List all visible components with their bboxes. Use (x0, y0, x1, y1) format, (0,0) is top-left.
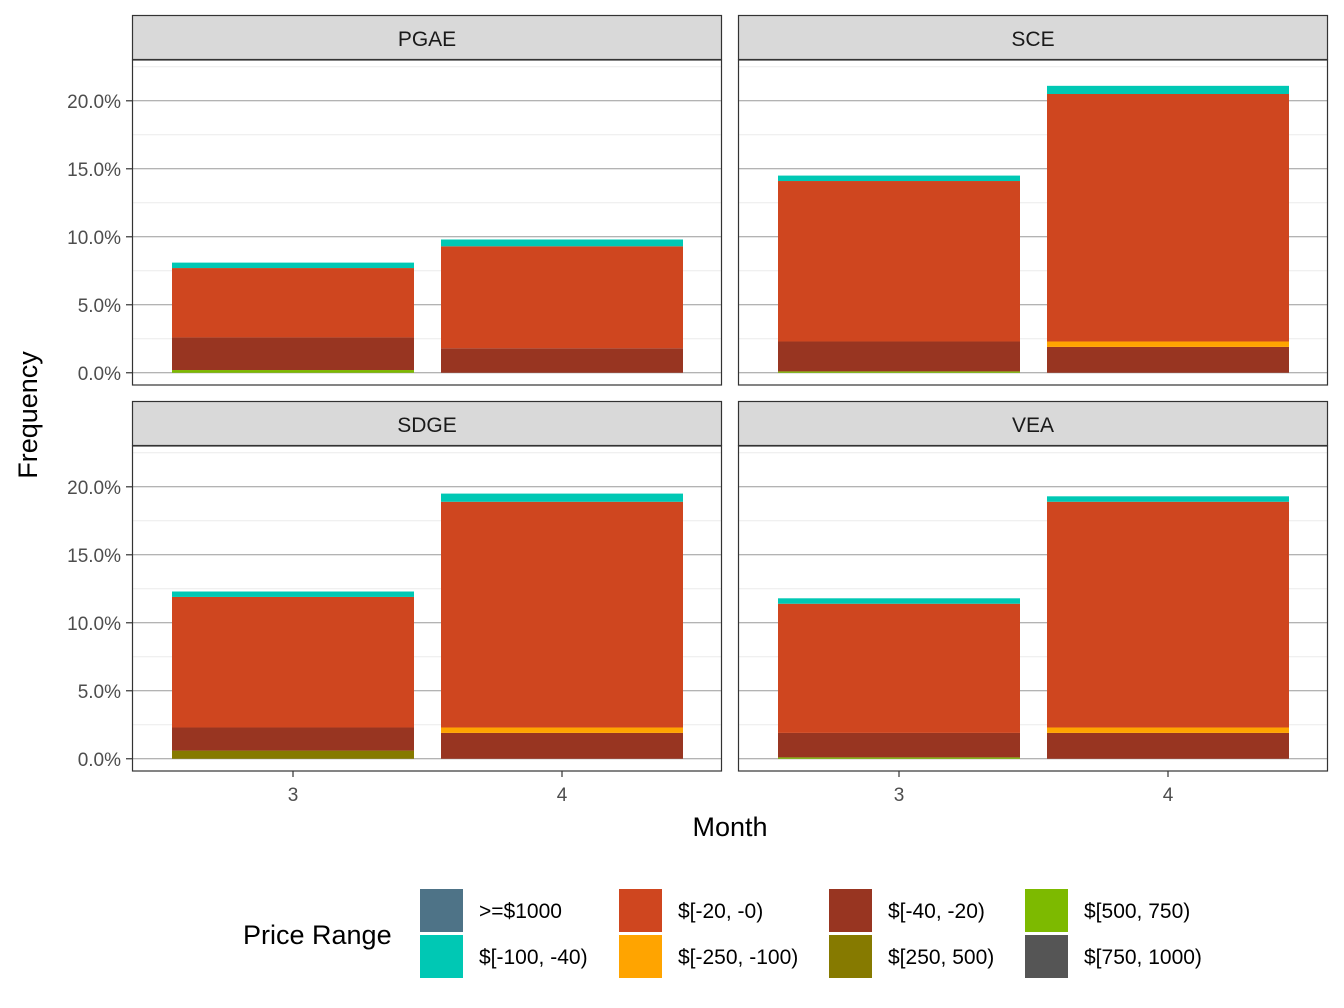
bar-segment-n40_20 (778, 732, 1020, 758)
y-tick-label: 0.0% (78, 364, 121, 385)
bar-segment-n20_0 (1047, 501, 1289, 728)
y-tick-label: 10.0% (67, 228, 121, 249)
legend-key-n20_0 (619, 889, 662, 932)
facet-vea: VEA 3 4 (737, 400, 1329, 806)
bar-segment-n100_40 (441, 239, 683, 247)
legend-label: $[-100, -40) (479, 946, 588, 969)
bar-segment-n20_0 (441, 246, 683, 349)
legend-key-ge1000 (420, 889, 463, 932)
bar-segment-n40_20 (778, 341, 1020, 372)
y-tick-label: 20.0% (67, 478, 121, 499)
facet-sce: SCE (737, 14, 1329, 386)
legend-title: Price Range (243, 920, 392, 950)
y-axis-title: Frequency (13, 351, 43, 479)
legend-label: $[500, 750) (1084, 900, 1190, 923)
x-axis-title: Month (692, 812, 767, 842)
bar-segment-p500_750 (778, 371, 1020, 373)
bar-segment-n20_0 (172, 596, 414, 728)
bar-segment-n20_0 (172, 268, 414, 338)
x-tick-label: 3 (894, 785, 905, 806)
legend-key-n40_20 (829, 889, 872, 932)
bar-segment-n250_100 (1047, 727, 1289, 733)
facet-strip (131, 400, 723, 447)
legend-key-p250_500 (829, 935, 872, 978)
bar-segment-n100_40 (778, 175, 1020, 182)
y-tick-label: 15.0% (67, 546, 121, 567)
legend-label: $[-40, -20) (888, 900, 985, 923)
legend-key-n100_40 (420, 935, 463, 978)
legend-label: $[750, 1000) (1084, 946, 1202, 969)
bar-segment-n100_40 (172, 262, 414, 269)
legend-label: >=$1000 (479, 900, 562, 923)
facet-strip-label: VEA (1012, 414, 1054, 437)
facet-panels: PGAE 0.0% 5.0% 10.0% 15.0% 20.0% SCE SDGE 0.0% 5.… (67, 14, 1329, 806)
legend-label: $[250, 500) (888, 946, 994, 969)
bar-segment-n100_40 (778, 598, 1020, 604)
bar-segment-n40_20 (441, 348, 683, 373)
facet-sdge: SDGE 0.0% 5.0% 10.0% 15.0% 20.0% 3 4 (67, 400, 723, 806)
bar-segment-n40_20 (172, 727, 414, 751)
legend-label: $[-20, -0) (678, 900, 763, 923)
bar-segment-p250_500 (172, 750, 414, 759)
facet-strip-label: SDGE (397, 414, 457, 437)
bar-segment-p500_750 (172, 370, 414, 373)
bar-segment-n100_40 (441, 493, 683, 502)
x-tick-label: 4 (557, 785, 568, 806)
facet-strip-label: PGAE (398, 28, 456, 51)
bar-segment-n20_0 (1047, 93, 1289, 342)
bar-segment-n20_0 (441, 501, 683, 728)
x-tick-label: 3 (288, 785, 299, 806)
facet-strip (737, 400, 1329, 447)
legend-label: $[-250, -100) (678, 946, 798, 969)
legend-key-n250_100 (619, 935, 662, 978)
bar-segment-n100_40 (172, 591, 414, 597)
y-tick-label: 5.0% (78, 296, 121, 317)
y-tick-label: 15.0% (67, 160, 121, 181)
facet-strip (737, 14, 1329, 61)
bar-segment-n100_40 (1047, 496, 1289, 502)
y-tick-label: 20.0% (67, 92, 121, 113)
x-tick-label: 4 (1163, 785, 1174, 806)
bar-segment-n40_20 (1047, 732, 1289, 759)
bar-segment-n40_20 (1047, 346, 1289, 373)
legend-key-p750_1000 (1025, 935, 1068, 978)
bar-segment-n20_0 (778, 181, 1020, 342)
y-tick-label: 0.0% (78, 750, 121, 771)
bar-segment-n40_20 (172, 337, 414, 371)
facet-pgae: PGAE 0.0% 5.0% 10.0% 15.0% 20.0% (67, 14, 723, 386)
bar-segment-n250_100 (441, 727, 683, 733)
legend: Price Range >=$1000 $[-100, -40) $[-20, -0… (243, 889, 1202, 978)
bar-segment-p500_750 (778, 757, 1020, 759)
legend-key-p500_750 (1025, 889, 1068, 932)
y-tick-label: 5.0% (78, 682, 121, 703)
facet-strip-label: SCE (1011, 28, 1054, 51)
y-tick-label: 10.0% (67, 614, 121, 635)
bar-segment-n100_40 (1047, 85, 1289, 94)
bar-segment-n250_100 (1047, 341, 1289, 347)
bar-segment-n20_0 (778, 603, 1020, 733)
facet-strip (131, 14, 723, 61)
bar-segment-n40_20 (441, 732, 683, 759)
